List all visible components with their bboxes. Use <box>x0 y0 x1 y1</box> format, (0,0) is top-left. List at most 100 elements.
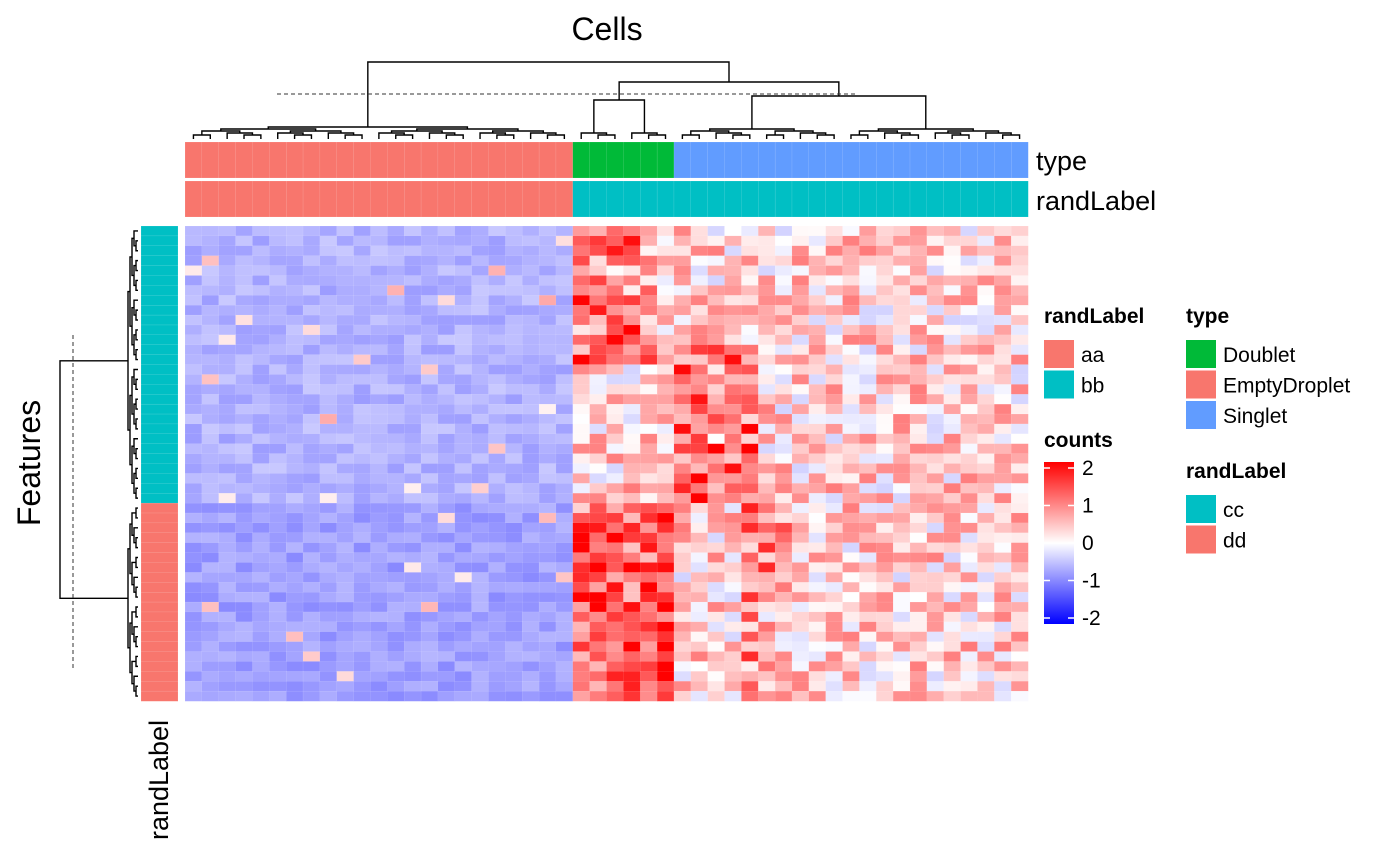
annotation-cell-randLabel <box>302 180 321 218</box>
heatmap-cell <box>673 394 692 405</box>
heatmap-cell <box>690 582 709 593</box>
heatmap-cell <box>791 374 810 385</box>
heatmap-cell <box>606 265 624 276</box>
heatmap-cell <box>437 522 456 534</box>
heatmap-cell <box>656 690 675 702</box>
heatmap-cell <box>336 532 355 544</box>
heatmap-cell <box>758 592 776 603</box>
annotation-cell-randLabel <box>960 180 978 218</box>
heatmap-cell <box>522 225 540 237</box>
heatmap-cell <box>758 364 776 375</box>
heatmap-cell <box>876 305 894 316</box>
heatmap-cell <box>404 305 422 316</box>
heatmap-cell <box>336 225 355 237</box>
heatmap-cell <box>218 374 237 385</box>
heatmap-cell <box>589 255 607 267</box>
heatmap-cell <box>252 690 270 702</box>
annotation-cell-randlabel-row <box>140 690 179 702</box>
heatmap-cell <box>1011 661 1029 672</box>
heatmap-cell <box>555 265 574 276</box>
heatmap-cell <box>892 562 911 573</box>
heatmap-cell <box>758 502 776 514</box>
annotation-cell-randlabel-row <box>140 354 179 365</box>
heatmap-cell <box>774 552 793 563</box>
heatmap-cell <box>825 235 843 247</box>
heatmap-cell <box>235 542 253 553</box>
heatmap-cell <box>522 255 540 267</box>
heatmap-cell <box>623 621 641 633</box>
heatmap-cell <box>741 334 759 346</box>
heatmap-cell <box>353 295 371 306</box>
heatmap-cell <box>538 245 557 257</box>
heatmap-cell <box>404 582 422 593</box>
heatmap-cell <box>623 364 641 375</box>
heatmap-cell <box>454 344 473 356</box>
heatmap-cell <box>505 601 523 613</box>
heatmap-cell <box>471 690 489 702</box>
heatmap-cell <box>387 235 405 247</box>
heatmap-cell <box>286 671 304 682</box>
heatmap-cell <box>690 384 709 395</box>
heatmap-cell <box>269 443 287 455</box>
heatmap-cell <box>572 384 591 395</box>
heatmap-cell <box>522 413 540 425</box>
heatmap-cell <box>791 324 810 336</box>
heatmap-cell <box>724 255 742 267</box>
heatmap-cell <box>370 483 388 494</box>
heatmap-cell <box>319 314 338 326</box>
heatmap-cell <box>606 522 624 534</box>
heatmap-cell <box>606 572 624 583</box>
heatmap-cell <box>353 285 371 296</box>
heatmap-cell <box>842 592 860 603</box>
heatmap-cell <box>286 631 304 643</box>
heatmap-cell <box>319 374 338 385</box>
heatmap-cell <box>926 651 945 662</box>
heatmap-cell <box>387 433 405 445</box>
heatmap-cell <box>623 473 641 484</box>
dendrogram-branch <box>799 132 827 139</box>
heatmap-cell <box>319 245 338 257</box>
heatmap-cell <box>505 473 523 484</box>
heatmap-cell <box>437 690 456 702</box>
heatmap-cell <box>471 463 489 474</box>
heatmap-cell <box>724 621 742 633</box>
heatmap-cell <box>673 532 692 544</box>
heatmap-cell <box>522 285 540 296</box>
heatmap-cell <box>825 601 843 613</box>
heatmap-cell <box>758 245 776 257</box>
heatmap-cell <box>960 532 978 544</box>
heatmap-cell <box>656 245 675 257</box>
heatmap-cell <box>336 255 355 267</box>
heatmap-cell <box>656 473 675 484</box>
heatmap-cell <box>606 245 624 257</box>
heatmap-cell <box>420 621 439 633</box>
heatmap-cell <box>774 285 793 296</box>
heatmap-cell <box>336 384 355 395</box>
heatmap-cell <box>252 522 270 534</box>
heatmap-cell <box>336 423 355 435</box>
heatmap-cell <box>235 502 253 514</box>
heatmap-cell <box>302 285 321 296</box>
heatmap-cell <box>808 453 827 464</box>
heatmap-cell <box>589 463 607 474</box>
heatmap-cell <box>353 235 371 247</box>
heatmap-cell <box>656 601 675 613</box>
heatmap-cell <box>572 542 591 553</box>
heatmap-cell <box>909 433 928 445</box>
heatmap-cell <box>471 483 489 494</box>
heatmap-cell <box>201 275 220 286</box>
dendrogram-branch <box>327 132 355 139</box>
heatmap-cell <box>589 681 607 692</box>
heatmap-cell <box>758 374 776 385</box>
heatmap-cell <box>606 394 624 405</box>
heatmap-cell <box>724 502 742 514</box>
heatmap-cell <box>623 631 641 643</box>
heatmap-cell <box>404 314 422 326</box>
annotation-cell-type <box>319 141 338 179</box>
heatmap-cell <box>825 621 843 633</box>
heatmap-cell <box>370 690 388 702</box>
heatmap-cell <box>724 334 742 346</box>
heatmap-cell <box>522 295 540 306</box>
heatmap-cell <box>589 235 607 247</box>
heatmap-cell <box>673 522 692 534</box>
